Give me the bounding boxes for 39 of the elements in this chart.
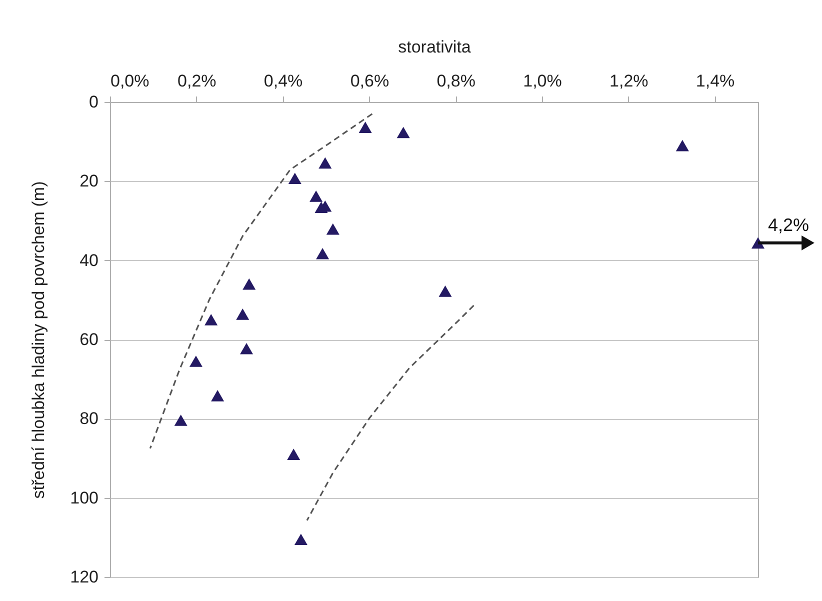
x-tick-label: 0,0%	[110, 72, 150, 90]
y-tick-label: 0	[89, 92, 98, 112]
y-tick-label: 40	[80, 250, 98, 270]
x-tick-label: 1,4%	[696, 72, 735, 90]
y-axis-title: střední hloubka hladiny pod povrchem (m)	[29, 181, 48, 499]
y-tick-label: 100	[70, 488, 98, 508]
y-tick-label: 80	[80, 409, 98, 428]
point	[287, 448, 300, 460]
point	[174, 414, 188, 426]
point	[310, 190, 323, 202]
y-tick-label: 20	[80, 172, 98, 191]
x-tick-label: 1,2%	[610, 72, 648, 90]
x-axis-title: storativita	[398, 38, 472, 56]
point	[288, 172, 302, 184]
point	[236, 308, 250, 320]
x-tick-label: 0,8%	[436, 72, 476, 90]
y-tick-label: 60	[80, 330, 98, 349]
point	[189, 356, 202, 367]
annotation: 4,2%	[768, 214, 810, 235]
point	[204, 314, 218, 326]
point	[242, 278, 256, 290]
point	[396, 126, 410, 138]
point	[314, 202, 328, 213]
line-series	[149, 113, 374, 450]
point	[211, 390, 224, 402]
point	[676, 140, 689, 152]
point	[326, 223, 340, 235]
point	[316, 248, 330, 260]
x-tick-label: 0,4%	[264, 72, 303, 90]
point	[294, 534, 308, 546]
x-tick-label: 0,2%	[178, 72, 216, 90]
point	[240, 342, 254, 354]
y-tick-label: 120	[70, 568, 98, 586]
point	[358, 122, 372, 133]
x-tick-label: 0,6%	[350, 72, 390, 90]
point	[318, 157, 332, 169]
point	[438, 286, 452, 297]
x-tick-label: 1,0%	[523, 72, 562, 90]
line-series	[306, 304, 475, 522]
